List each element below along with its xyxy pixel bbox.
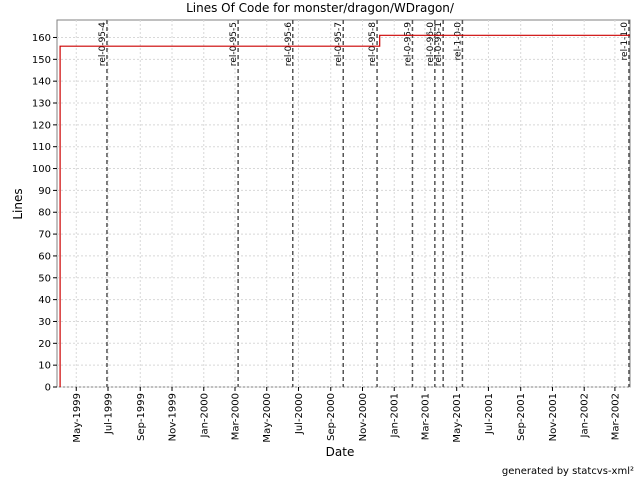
- x-tick-label: Jan-2002: [580, 393, 591, 438]
- release-marker-label: rel-0-95-4: [98, 22, 108, 66]
- x-tick-label: Nov-1999: [168, 393, 179, 441]
- loc-series-line: [59, 34, 630, 387]
- footer-credit: generated by statcvs-xml²: [502, 466, 634, 477]
- x-tick-label: Sep-1999: [136, 393, 147, 441]
- y-tick-label: 150: [32, 55, 51, 66]
- y-tick-label: 90: [38, 186, 51, 197]
- x-tick-label: Mar-2000: [230, 393, 241, 440]
- x-tick-label: Nov-2000: [358, 393, 369, 441]
- x-axis-title: Date: [326, 445, 355, 459]
- y-tick-label: 40: [38, 295, 51, 306]
- x-tick-label: Jan-2001: [390, 393, 401, 438]
- y-tick-label: 70: [38, 230, 51, 241]
- x-tick-label: May-1999: [72, 393, 83, 443]
- y-tick-label: 140: [32, 77, 51, 88]
- release-marker-label: rel-0-96-1: [434, 22, 444, 66]
- y-tick-label: 20: [38, 339, 51, 350]
- x-tick-label: Jul-2000: [294, 393, 305, 435]
- y-tick-label: 10: [38, 361, 51, 372]
- x-tick-label: May-2000: [262, 393, 273, 443]
- y-tick-label: 160: [32, 33, 51, 44]
- y-tick-label: 0: [45, 383, 51, 394]
- y-tick-label: 60: [38, 251, 51, 262]
- y-tick-label: 120: [32, 120, 51, 131]
- x-tick-label: Mar-2002: [610, 393, 621, 440]
- x-tick-label: Jul-2001: [484, 393, 495, 435]
- x-tick-label: Jan-2000: [199, 393, 210, 438]
- release-markers: rel-0-95-4 rel-0-95-5 rel-0-95-6 rel-0-95-7…: [98, 20, 630, 387]
- release-marker-label: rel-1-1-0: [620, 22, 630, 61]
- release-marker-label: rel-0-96-0: [426, 22, 436, 66]
- release-marker-label: rel-1-0-0: [453, 22, 463, 61]
- release-marker-label: rel-0-95-9: [403, 22, 413, 66]
- release-marker-label: rel-0-95-7: [334, 22, 344, 66]
- x-tick-label: Sep-2001: [516, 393, 527, 441]
- x-tick-label: Nov-2001: [548, 393, 559, 441]
- y-tick-label: 110: [32, 142, 51, 153]
- x-axis: May-1999 Jul-1999 Sep-1999 Nov-1999 Jan-2000…: [72, 387, 621, 443]
- y-tick-label: 80: [38, 208, 51, 219]
- x-tick-label: May-2001: [452, 393, 463, 443]
- y-tick-label: 130: [32, 99, 51, 110]
- chart-title: Lines Of Code for monster/dragon/WDragon…: [186, 1, 455, 15]
- y-tick-label: 50: [38, 273, 51, 284]
- series-layer: [59, 34, 630, 387]
- release-marker-label: rel-0-95-8: [368, 22, 378, 66]
- x-tick-label: Mar-2001: [420, 393, 431, 440]
- y-axis: 0 10 20 30 40 50 60 70 80 90 100 110 120 130 140 150 160: [32, 33, 57, 394]
- release-marker-label: rel-0-95-6: [284, 22, 294, 66]
- y-axis-title: Lines: [11, 188, 25, 219]
- y-tick-label: 100: [32, 164, 51, 175]
- grid-lines: [57, 20, 630, 388]
- release-marker-label: rel-0-95-5: [229, 22, 239, 66]
- y-tick-label: 30: [38, 317, 51, 328]
- x-tick-label: Jul-1999: [104, 393, 115, 435]
- x-tick-label: Sep-2000: [326, 393, 337, 441]
